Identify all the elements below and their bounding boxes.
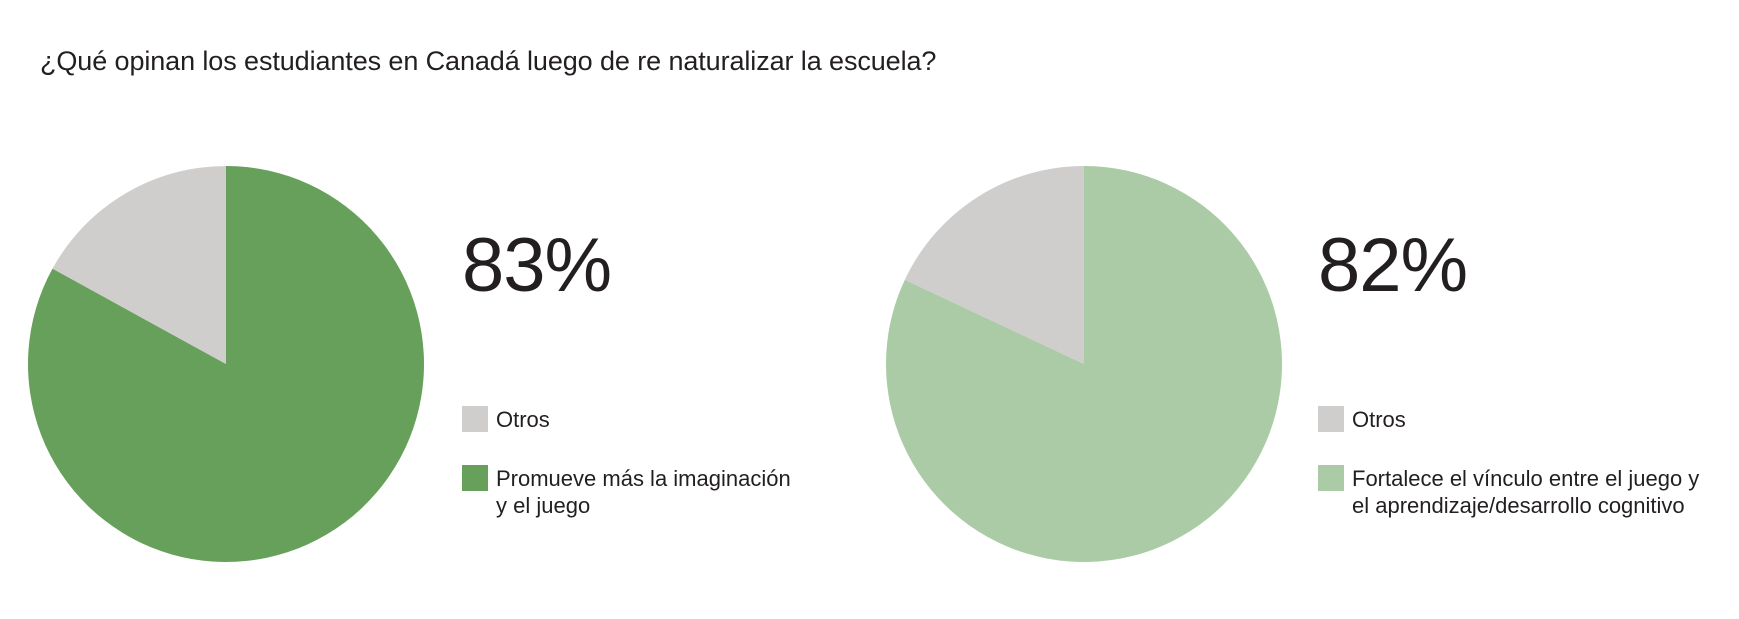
legend-item: Otros bbox=[462, 406, 882, 433]
legend-item: Otros bbox=[1318, 406, 1738, 433]
pie-slice-otros bbox=[52, 166, 227, 364]
pie-slice-otros bbox=[904, 166, 1084, 364]
pie-chart-vinculo bbox=[886, 166, 1282, 562]
legend-label: Fortalece el vínculo entre el juego y el … bbox=[1352, 466, 1700, 518]
legend-swatch bbox=[462, 406, 488, 432]
legend-vinculo: Otros Fortalece el vínculo entre el juego… bbox=[1318, 406, 1738, 519]
legend-imaginacion: Otros Promueve más la imaginación y el jue… bbox=[462, 406, 882, 519]
legend-swatch bbox=[1318, 406, 1344, 432]
legend-item: Fortalece el vínculo entre el juego y el … bbox=[1318, 465, 1738, 519]
big-percentage-vinculo: 82% bbox=[1318, 223, 1468, 308]
pie-slice-main bbox=[27, 166, 424, 562]
legend-item: Promueve más la imaginación y el juego bbox=[462, 465, 882, 519]
legend-label: Otros bbox=[496, 407, 550, 432]
legend-swatch bbox=[1318, 465, 1344, 491]
legend-label: Promueve más la imaginación y el juego bbox=[496, 466, 791, 518]
big-percentage-imaginacion: 83% bbox=[462, 223, 612, 308]
pie-chart-imaginacion bbox=[27, 166, 424, 562]
chart-title: ¿Qué opinan los estudiantes en Canadá lu… bbox=[40, 46, 937, 76]
legend-swatch bbox=[462, 465, 488, 491]
legend-label: Otros bbox=[1352, 407, 1406, 432]
